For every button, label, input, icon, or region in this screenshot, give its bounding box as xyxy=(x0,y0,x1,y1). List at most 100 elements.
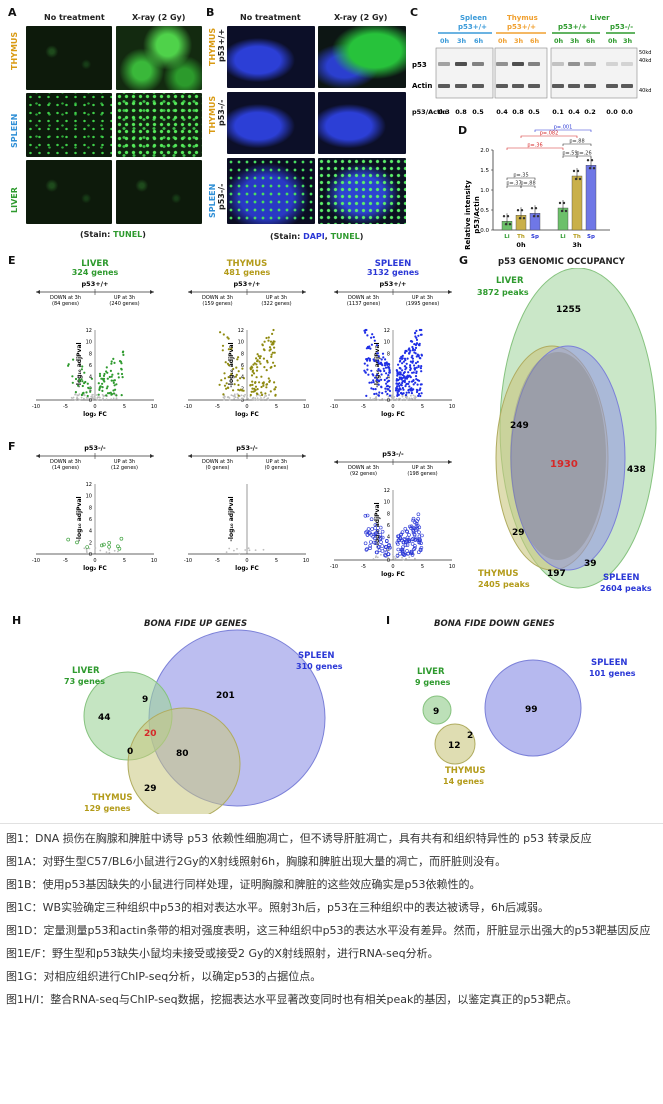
volcano-point-sig xyxy=(411,518,415,523)
d-point xyxy=(572,169,576,173)
d-point xyxy=(586,159,590,162)
panel-b-row1-tissue: THYMUS xyxy=(208,27,217,66)
volcano-point-sig xyxy=(106,385,109,388)
venn-g: LIVER 3872 peaks 1255 249 1930 438 29 39… xyxy=(477,268,657,593)
volcano-point-ns xyxy=(76,394,79,397)
volcano-down-label: DOWN at 3h xyxy=(50,295,81,301)
volcano-arrowhead-right xyxy=(150,454,154,458)
volcano-point-ns xyxy=(387,395,390,398)
volcano-point-ns xyxy=(402,558,405,561)
volcano-point-sig xyxy=(258,360,261,363)
volcano-point-sig xyxy=(388,389,392,393)
volcano-ytick: 10 xyxy=(86,340,92,346)
volcano-point-ns xyxy=(233,549,235,552)
panel-b-stain: (Stain: DAPI, TUNEL) xyxy=(270,232,364,241)
volcano-xtick: -10 xyxy=(330,404,338,410)
volcano-point-sig xyxy=(383,364,387,367)
volcano-point-ns xyxy=(99,549,102,552)
volcano-point-sig xyxy=(80,393,83,397)
volcano-point-sig xyxy=(396,547,401,552)
volcano-ytick: 12 xyxy=(86,482,92,488)
volcano-point-sig xyxy=(372,374,375,377)
panel-b-row3-tissue: SPLEEN xyxy=(208,183,217,218)
volcano-ytick: 12 xyxy=(384,328,390,334)
volcano-point-ns xyxy=(410,397,413,400)
volcano-xtick: 0 xyxy=(245,404,248,410)
volcano-point-sig xyxy=(376,545,381,549)
venn-i-thymus xyxy=(434,723,476,765)
volcano-point-sig xyxy=(369,347,372,350)
volcano-point-sig xyxy=(407,391,411,394)
volcano-point-ns xyxy=(254,549,257,551)
volcano-point-sig xyxy=(377,362,380,365)
d-pval-label: p=.36 xyxy=(527,143,542,149)
volcano-point-ns xyxy=(85,550,88,552)
volcano-point-ns xyxy=(92,393,94,396)
d-point xyxy=(576,169,580,173)
volcano-point-sig xyxy=(388,369,391,372)
volcano-point-sig xyxy=(377,394,380,397)
volcano-point-sig xyxy=(376,352,379,355)
volcano-point-sig xyxy=(251,380,254,383)
volcano-arrowhead-right xyxy=(302,454,306,458)
p53-band xyxy=(621,62,633,66)
blot-liver xyxy=(550,47,638,99)
volcano-point-sig xyxy=(224,361,227,364)
panel-i-label: I xyxy=(386,614,391,627)
volcano-point-sig xyxy=(375,550,379,555)
volcano-point-sig xyxy=(120,394,123,397)
p53-band xyxy=(606,62,618,66)
p53-band xyxy=(438,62,450,66)
wb-row-p53: p53 xyxy=(412,61,427,69)
wb-group-spleen: Spleen xyxy=(460,14,487,22)
volcano-point-sig xyxy=(386,388,389,391)
volcano-up-count: (240 genes) xyxy=(109,301,139,307)
volcano-point-ns xyxy=(88,547,91,550)
volcano-point-sig xyxy=(417,394,420,397)
volcano-point-sig xyxy=(412,371,415,374)
volcano-point-ns xyxy=(91,396,94,399)
volcano-point-ns xyxy=(410,394,412,397)
volcano-point-ns xyxy=(375,396,378,398)
wb-lane-labels: 0h 3h 6h 0h 3h 6h 0h 3h 6h 0h 3h xyxy=(440,37,633,45)
panel-a-label: A xyxy=(8,6,17,19)
volcano-down-label: DOWN at 3h xyxy=(348,295,379,301)
caption-line: 图1H/I：整合RNA-seq与ChIP-seq数据，挖掘表达水平显著改变同时也… xyxy=(6,993,578,1006)
d-group-label: 0h xyxy=(516,241,526,249)
volcano-point-ns xyxy=(394,557,397,560)
volcano-arrowhead-left xyxy=(36,290,40,294)
volcano-point-sig xyxy=(384,358,387,361)
volcano-point-sig xyxy=(270,353,273,356)
actin-band xyxy=(606,84,618,88)
volcano-point-sig xyxy=(384,390,387,393)
volcano-xtick: 10 xyxy=(151,558,157,564)
volcano-point-sig xyxy=(418,547,423,552)
volcano-point-sig xyxy=(419,541,423,546)
d-pval-bracket xyxy=(506,177,536,180)
volcano-point-sig xyxy=(398,388,401,391)
volcano-point-sig xyxy=(400,549,405,554)
venn-i-thymus-genes: 14 genes xyxy=(443,777,484,786)
volcano-point-ns xyxy=(259,394,262,397)
volcano-point-sig xyxy=(400,384,403,387)
volcano-xtick: -10 xyxy=(184,558,192,564)
volcano-point-ns xyxy=(392,553,394,556)
volcano-point-ns xyxy=(244,549,247,551)
volcano-point-sig xyxy=(99,385,102,388)
volcano-point-sig xyxy=(383,378,386,382)
volcano-point-sig xyxy=(250,390,253,393)
volcano-point-sig xyxy=(405,362,408,365)
volcano-point-ns xyxy=(383,398,386,401)
volcano-point-sig xyxy=(403,371,406,374)
volcano-point-ns xyxy=(267,399,270,401)
volcano-ytick: 4 xyxy=(89,529,92,535)
volcano-point-sig xyxy=(380,373,383,376)
volcano-ytick: 8 xyxy=(387,511,390,517)
venn-i-liver xyxy=(422,695,452,725)
volcano-xtick: -10 xyxy=(32,558,40,564)
volcano-point-sig xyxy=(415,338,419,341)
lane-ko-0h: 0h xyxy=(608,37,618,45)
venn-g-liver-thymus: 249 xyxy=(510,421,529,431)
volcano-ylabel: -log₁₀ adjPval xyxy=(228,496,235,541)
